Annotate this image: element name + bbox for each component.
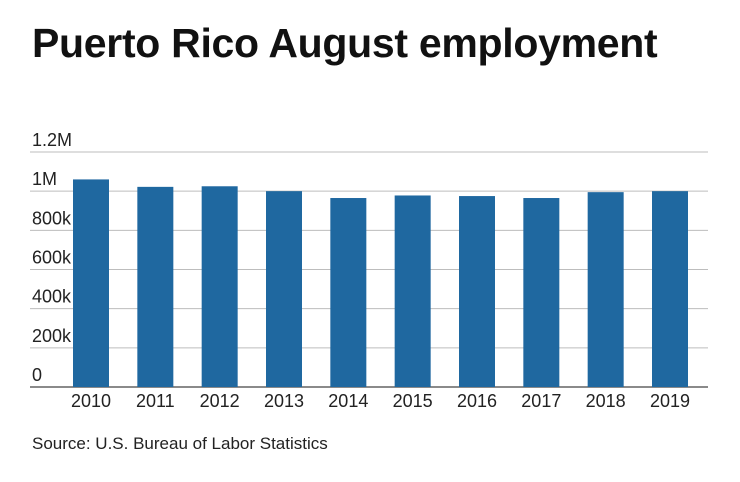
bar-2010 <box>73 179 109 387</box>
x-tick-label: 2013 <box>264 391 304 411</box>
y-tick-label: 0 <box>32 365 42 385</box>
x-tick-label: 2018 <box>586 391 626 411</box>
bar-2018 <box>587 192 624 387</box>
x-tick-label: 2017 <box>521 391 561 411</box>
x-axis-labels: 2010 2011 2012 2013 2014 2015 2016 2017 2018 2019 <box>71 391 690 411</box>
x-tick-label: 2019 <box>650 391 690 411</box>
bar-2017 <box>523 198 560 387</box>
bar-2012 <box>201 186 238 387</box>
y-axis-labels: 0 200k 400k 600k 800k 1M 1.2M <box>32 130 72 385</box>
x-tick-label: 2014 <box>328 391 368 411</box>
y-tick-label: 1M <box>32 169 57 189</box>
bar-2016 <box>459 196 495 387</box>
bar-2013 <box>266 191 302 387</box>
x-tick-label: 2016 <box>457 391 497 411</box>
x-tick-label: 2015 <box>393 391 433 411</box>
x-tick-label: 2012 <box>200 391 240 411</box>
y-tick-label: 600k <box>32 248 72 268</box>
x-tick-label: 2010 <box>71 391 111 411</box>
chart-title: Puerto Rico August employment <box>32 20 658 66</box>
y-tick-label: 1.2M <box>32 130 72 150</box>
y-tick-label: 400k <box>32 287 72 307</box>
y-tick-label: 800k <box>32 208 72 228</box>
bar-2015 <box>394 195 431 387</box>
source-note: Source: U.S. Bureau of Labor Statistics <box>32 434 328 453</box>
bar-2014 <box>330 198 367 387</box>
bar-chart: 0 200k 400k 600k 800k 1M 1.2M 2010 2011 2012 2013… <box>30 130 708 411</box>
y-tick-label: 200k <box>32 326 72 346</box>
bar-layer <box>73 179 688 387</box>
bar-2011 <box>137 186 174 387</box>
bar-2019 <box>652 191 688 387</box>
x-tick-label: 2011 <box>136 391 175 411</box>
